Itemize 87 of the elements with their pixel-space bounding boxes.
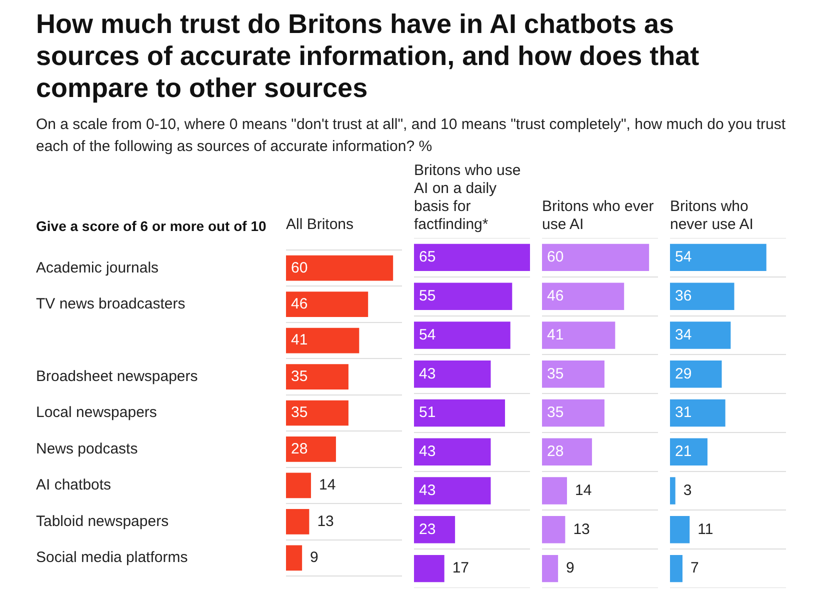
data-label: 35 — [291, 404, 308, 422]
series-label: Britons who ever use AI — [542, 198, 655, 234]
data-label: 23 — [419, 520, 436, 538]
bar — [414, 360, 491, 388]
data-label: 13 — [573, 520, 590, 538]
bar — [542, 244, 650, 272]
bar — [414, 477, 491, 504]
bar — [670, 554, 682, 582]
bar — [286, 545, 302, 571]
text: Give a score of 6 or more out of 10 — [36, 218, 268, 234]
data-label: 28 — [291, 440, 308, 458]
data-label: 60 — [547, 248, 564, 266]
bar — [670, 322, 731, 349]
data-label: 60 — [291, 259, 308, 276]
bar — [542, 554, 558, 582]
data-label: 34 — [675, 326, 692, 344]
bar — [542, 399, 604, 427]
data-label: 14 — [574, 482, 592, 499]
series-label: Britons who never use AI — [670, 198, 754, 234]
y-tick-label: Tabloid newspapers — [36, 512, 169, 530]
bar — [414, 554, 444, 582]
bar — [670, 399, 726, 427]
bar — [542, 282, 624, 310]
bar — [542, 477, 567, 504]
bar — [414, 399, 506, 427]
bar — [414, 438, 491, 466]
data-label: 35 — [547, 365, 564, 382]
data-label: 54 — [419, 326, 436, 344]
data-label: 55 — [419, 287, 436, 304]
data-label: 9 — [310, 549, 318, 566]
bar — [286, 508, 310, 534]
data-label: 29 — [675, 365, 692, 382]
bar — [670, 516, 690, 544]
data-label: 9 — [566, 560, 574, 577]
data-label: 43 — [419, 365, 436, 382]
data-label: 46 — [291, 295, 308, 312]
bar — [286, 328, 360, 354]
y-tick-label: Academic journals — [36, 259, 159, 276]
bar — [286, 364, 348, 390]
data-label: 54 — [675, 248, 692, 266]
data-label: 43 — [419, 443, 436, 460]
y-tick-label: News podcasts — [36, 440, 138, 458]
data-label: 35 — [547, 404, 564, 422]
data-label: 36 — [675, 287, 692, 304]
bar — [414, 244, 530, 272]
bar — [542, 516, 566, 544]
data-label: 35 — [291, 368, 308, 385]
y-tick-label: Social media platforms — [36, 549, 188, 566]
bar — [286, 400, 348, 426]
chart-subtitle: On a scale from 0-10, where 0 means "don't trust at all", and 10 means "trust completely", how much do you trust each of the following as sources of accurate information? % — [36, 115, 786, 157]
data-label: 21 — [675, 443, 692, 460]
chart-title: How much trust do Britons have in AI chatbots as sources of accurate information, and how does that compare to other sources — [36, 8, 700, 104]
bar — [414, 282, 512, 310]
data-label: 65 — [419, 248, 436, 266]
bar — [414, 322, 510, 349]
bar — [670, 477, 676, 504]
data-label: 51 — [419, 404, 436, 422]
data-label: 28 — [547, 443, 564, 460]
y-tick-label: AI chatbots — [36, 476, 112, 494]
data-label: 41 — [547, 326, 564, 344]
bar — [286, 292, 368, 318]
data-label: 43 — [419, 482, 436, 499]
data-label: 14 — [318, 476, 336, 494]
bar — [542, 438, 592, 466]
y-tick-label: Local newspapers — [36, 404, 157, 422]
bar — [670, 282, 734, 310]
series-label: All Britons — [286, 216, 355, 234]
data-label: 17 — [452, 560, 470, 577]
series-label: Britons who use AI on a daily basis for factfinding* — [414, 162, 522, 234]
bar — [542, 322, 616, 349]
bar — [286, 436, 336, 462]
data-label: 11 — [698, 520, 714, 538]
bar — [670, 360, 722, 388]
y-tick-label: TV news broadcasters — [36, 295, 186, 312]
bar — [414, 516, 456, 544]
bar — [542, 360, 604, 388]
data-label: 46 — [547, 287, 564, 304]
bar — [670, 244, 766, 272]
data-label: 7 — [690, 560, 699, 577]
data-label: 41 — [291, 332, 308, 349]
bar — [286, 472, 311, 498]
data-label: 31 — [675, 404, 692, 422]
data-label: 13 — [317, 512, 334, 530]
bar — [670, 438, 708, 466]
data-label: 3 — [683, 482, 692, 499]
bar — [286, 255, 394, 281]
y-tick-label: Broadsheet newspapers — [36, 368, 198, 385]
